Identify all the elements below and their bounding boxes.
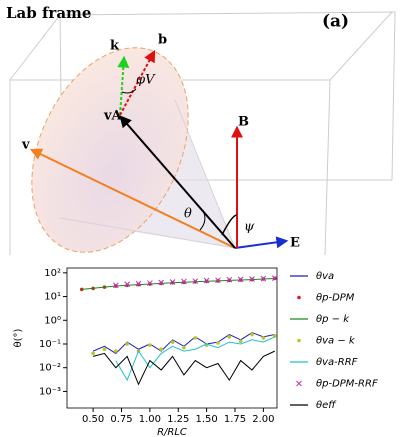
legend-label: θp-DPM-RRF: [316, 379, 378, 390]
series-point: [112, 282, 119, 289]
x-tick-label: 0.50: [82, 414, 104, 425]
legend-label: θeff: [316, 400, 337, 411]
diagram-title: Lab frame: [6, 4, 91, 22]
arrow-v: [29, 148, 236, 249]
x-axis-label: R/RLC: [157, 427, 187, 437]
label-b: b: [158, 33, 167, 48]
legend-swatch: [297, 338, 301, 343]
chart: 10⁻³ 10⁻² 10⁻¹ 10⁰ 10¹ 10² 0.50 0.75 1.00 1.25 1.5…: [13, 267, 378, 437]
series-point: [158, 279, 165, 286]
y-tick-label: 10²: [44, 268, 61, 279]
label-b-field: B: [238, 115, 249, 130]
y-tick-label: 10⁻²: [39, 363, 61, 374]
series-point: [147, 280, 153, 286]
panel-label: (a): [322, 12, 349, 32]
angle-theta: [199, 212, 206, 231]
series-point: [216, 341, 220, 345]
angle-phi: [121, 88, 137, 94]
label-v: v: [21, 138, 30, 153]
arrow-bhat: [119, 49, 156, 116]
x-tick-label: 2.00: [252, 414, 274, 425]
label-e: E: [290, 236, 300, 251]
x-tick-label: 1.00: [139, 414, 161, 425]
series-point: [182, 345, 186, 350]
x-tick-label: 1.25: [167, 414, 189, 425]
series-point: [203, 277, 210, 284]
arrow-va: [119, 115, 236, 249]
y-tick-label: 10⁻¹: [39, 339, 61, 350]
y-tick-label: 10¹: [44, 292, 61, 303]
series-line: [115, 336, 275, 382]
legend-label: θva − k: [316, 336, 356, 347]
arrow-k: [117, 55, 130, 116]
series-point: [181, 278, 187, 285]
plot-area: [66, 267, 278, 409]
box: [9, 11, 396, 256]
label-theta: θ: [184, 207, 192, 222]
series-point: [148, 343, 152, 347]
series-point: [260, 275, 267, 282]
series-point: [193, 336, 198, 340]
series-point: [125, 342, 129, 346]
angle-psi: [221, 214, 238, 236]
series-point: [91, 351, 95, 356]
legend-label: θp-DPM: [316, 293, 355, 304]
x-tick-label: 1.50: [195, 414, 217, 425]
label-psi: ψ: [244, 220, 255, 235]
cone-edge: [59, 99, 236, 249]
series-point: [261, 336, 266, 340]
series-line: [81, 277, 275, 290]
label-k: k: [110, 39, 120, 54]
x-tick-label: 0.75: [110, 414, 132, 425]
y-axis-label: θ(°): [13, 328, 24, 347]
cone-base: [31, 47, 189, 253]
legend-label: θva-RRF: [316, 357, 358, 368]
series-point: [226, 276, 233, 283]
series-point: [192, 278, 199, 284]
series-point: [238, 339, 243, 344]
arrow-e: [234, 236, 289, 249]
series-point: [124, 281, 131, 288]
series-point: [102, 347, 107, 352]
label-va: vA: [103, 109, 123, 124]
legend-label: θp − k: [316, 314, 350, 325]
y-tick-label: 10⁻³: [39, 386, 61, 397]
series-point: [114, 349, 118, 353]
legend-label: θva: [316, 271, 334, 282]
series-point: [250, 332, 254, 337]
label-phi: φV: [136, 73, 156, 88]
diagram: [9, 11, 396, 256]
y-tick-label: 10⁰: [44, 315, 61, 326]
legend-swatch: [297, 295, 301, 300]
series-point: [135, 280, 142, 287]
series-point: [249, 276, 255, 282]
series-point: [159, 347, 164, 352]
series-point: [170, 340, 175, 344]
series-point: [237, 276, 244, 283]
series-point: [215, 277, 221, 284]
legend-swatch: [296, 380, 302, 387]
series-point: [227, 335, 232, 339]
series-line: [92, 350, 275, 386]
x-tick-label: 1.75: [224, 414, 246, 425]
series-point: [271, 275, 278, 281]
series-point: [169, 279, 176, 285]
